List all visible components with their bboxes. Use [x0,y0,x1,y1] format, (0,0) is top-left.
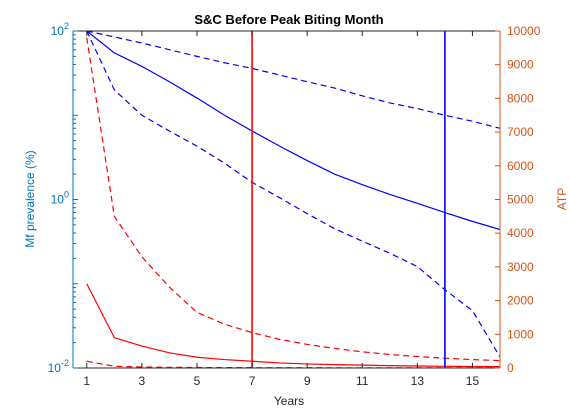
series-line-1 [86,31,500,231]
y-right-axis-label: ATP [555,188,569,210]
plot-area [86,31,500,368]
y-left-tick-label: 102 [51,21,69,38]
x-tick-label: 11 [356,374,369,388]
y-left-tick-label: 10-2 [48,358,69,375]
series-line-4 [86,283,500,368]
x-tick-label: 7 [249,374,256,388]
x-tick-label: 1 [83,374,90,388]
y-right-tick-label: 9000 [507,58,534,72]
y-right-tick-label: 4000 [507,226,534,240]
series-line-3 [86,31,500,358]
series-line-6 [86,360,500,368]
y-left-axis-label: Mf prevalence (%) [23,150,37,247]
y-right-tick-label: 10000 [507,24,541,38]
series-line-2 [86,31,500,129]
y-left-tick-label: 100 [51,190,69,207]
x-axis-label: Years [274,394,304,408]
x-tick-label: 13 [411,374,425,388]
chart-title: S&C Before Peak Biting Month [194,12,383,27]
x-tick-label: 15 [466,374,480,388]
y-right-tick-label: 3000 [507,260,534,274]
axes: 1 3 5 7 9 11 13 1510-21001020100020003000400050… [48,21,541,388]
x-tick-label: 9 [304,374,311,388]
series-line-5 [86,37,500,362]
y-right-tick-label: 5000 [507,193,534,207]
x-tick-label: 5 [194,374,201,388]
x-tick-label: 3 [139,374,146,388]
y-right-tick-label: 7000 [507,125,534,139]
y-right-tick-label: 6000 [507,159,534,173]
y-right-tick-label: 1000 [507,327,534,341]
y-right-tick-label: 0 [507,361,514,375]
y-right-tick-label: 8000 [507,91,534,105]
y-right-tick-label: 2000 [507,294,534,308]
